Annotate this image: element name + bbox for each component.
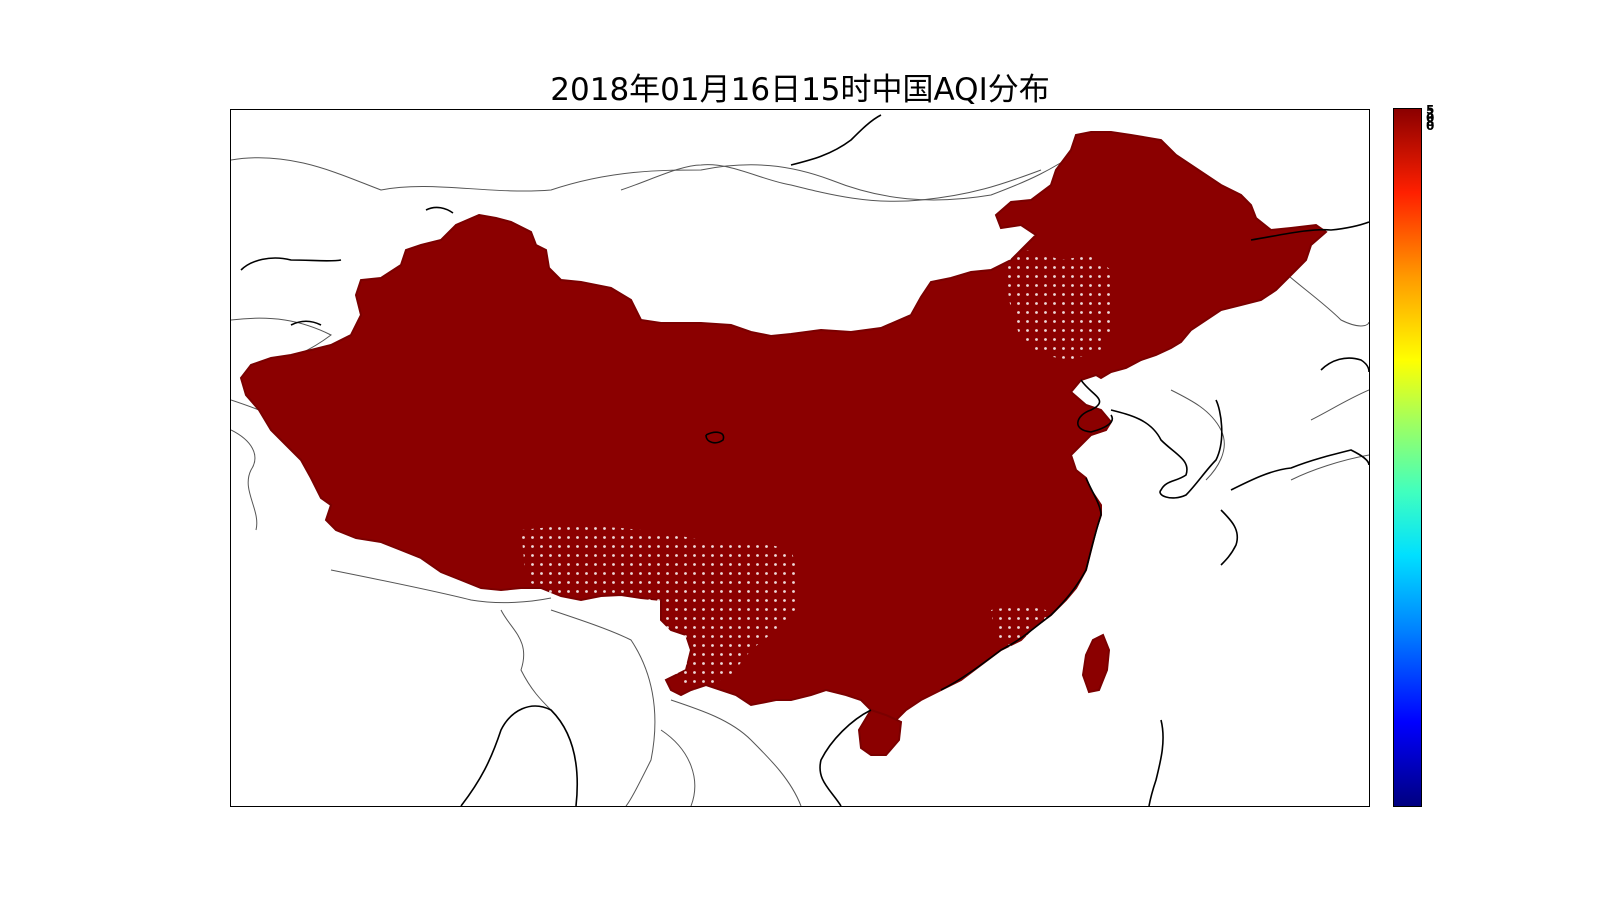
border-laos-vietnam — [670, 699, 802, 806]
lake-balkhash — [425, 206, 454, 214]
map-title: 2018年01月16日15时中国AQI分布 — [550, 72, 1050, 108]
dotted-region-southwest — [521, 525, 801, 690]
colorbar-tick-label: 5 — [1426, 103, 1434, 117]
taiwan-island — [1081, 633, 1111, 694]
dotted-region-southeast — [991, 605, 1051, 650]
coast-korea — [1110, 399, 1223, 499]
coast-caspian — [240, 257, 342, 271]
colorbar-tick-label: 8 — [1426, 115, 1434, 129]
lake-qinghai — [705, 431, 725, 444]
border-korea — [1170, 389, 1225, 481]
coast-philippines — [1148, 719, 1164, 806]
coast-aral — [290, 320, 322, 326]
border-sakhalin — [1310, 389, 1369, 421]
border-japan — [1290, 454, 1369, 481]
coastlines — [240, 114, 1369, 806]
coast-east-china — [940, 477, 1102, 691]
aqi-colorbar — [1393, 108, 1422, 807]
colorbar-tick-labels: 5 3 0 8 0 — [1426, 104, 1466, 134]
border-afghanistan-pakistan — [231, 429, 258, 531]
coast-hokkaido — [1320, 357, 1369, 373]
colorbar-tick-label: 0 — [1426, 111, 1434, 125]
border-myanmar — [550, 609, 656, 806]
border-india-nepal — [330, 569, 552, 604]
china-aqi-region — [239, 131, 1328, 756]
border-mongolia-russia — [620, 164, 1042, 202]
colorbar-tick-label: 0 — [1426, 119, 1434, 133]
lake-baikal — [790, 114, 882, 166]
coast-japan-honshu — [1230, 449, 1369, 491]
coast-southeast-asia — [819, 709, 872, 806]
coast-bay-of-bengal — [460, 705, 579, 806]
coast-kamchatka — [1250, 221, 1369, 241]
colorbar-tick-label: 3 — [1426, 107, 1434, 121]
dotted-region-north — [1001, 250, 1116, 360]
hainan-island — [857, 708, 903, 756]
map-frame — [230, 109, 1370, 807]
china-aqi-map — [231, 114, 1369, 806]
border-india-bangladesh — [500, 609, 552, 711]
coast-bohai — [1077, 379, 1113, 433]
coast-japan-kyushu — [1220, 509, 1239, 566]
china-mainland — [239, 131, 1328, 721]
border-kazakhstan-russia — [231, 149, 1082, 201]
border-thailand — [660, 729, 696, 806]
